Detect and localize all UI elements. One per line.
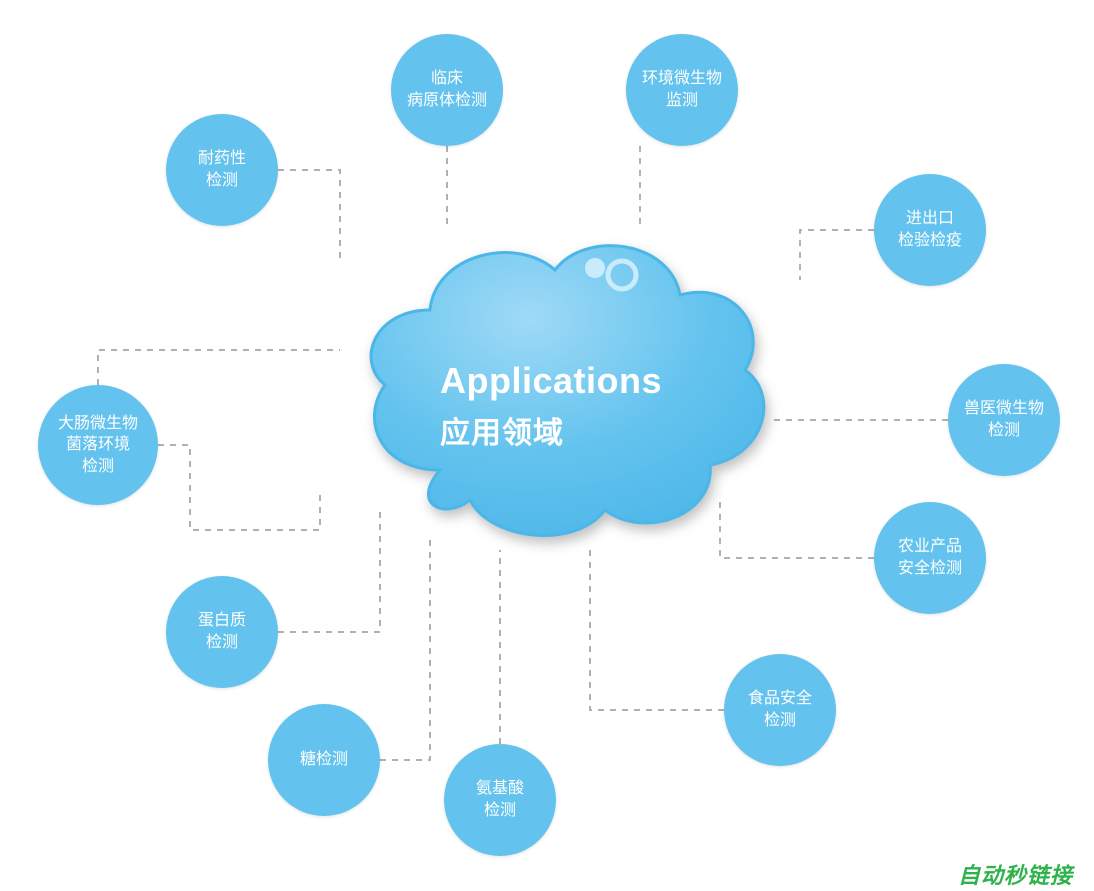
node-label-line: 安全检测 [898, 558, 962, 580]
node-label-line: 检测 [484, 800, 516, 822]
node-label-line: 检测 [988, 420, 1020, 442]
node-label-line: 检验检疫 [898, 230, 962, 252]
watermark: 自动秒链接 [958, 858, 1073, 890]
node-label-line: 环境微生物 [642, 68, 722, 90]
node-agri: 农业产品安全检测 [874, 502, 986, 614]
node-food-safety: 食品安全检测 [724, 654, 836, 766]
node-label-line: 菌落环境 [66, 434, 130, 456]
connector-food-safety [590, 545, 724, 710]
node-label-line: 蛋白质 [198, 610, 246, 632]
node-label-line: 氨基酸 [476, 778, 524, 800]
node-label-line: 食品安全 [748, 688, 812, 710]
node-label-line: 大肠微生物 [58, 413, 138, 435]
node-label-line: 检测 [82, 456, 114, 478]
node-label-line: 进出口 [906, 208, 954, 230]
node-label-line: 检测 [206, 632, 238, 654]
connector-drug-res [278, 170, 340, 260]
connector-sugar [380, 540, 430, 760]
node-gut-micro: 大肠微生物菌落环境检测 [38, 385, 158, 505]
node-label-line: 临床 [431, 68, 463, 90]
node-label-line: 农业产品 [898, 536, 962, 558]
node-label-line: 检测 [206, 170, 238, 192]
node-amino: 氨基酸检测 [444, 744, 556, 856]
node-clinical: 临床病原体检测 [391, 34, 503, 146]
node-label-line: 检测 [764, 710, 796, 732]
center-title-en: Applications [440, 360, 662, 402]
node-protein: 蛋白质检测 [166, 576, 278, 688]
center-title-zh: 应用领域 [440, 408, 564, 452]
node-label-line: 兽医微生物 [964, 398, 1044, 420]
node-vet-micro: 兽医微生物检测 [948, 364, 1060, 476]
node-label-line: 耐药性 [198, 148, 246, 170]
connector-gut-micro-2 [158, 445, 320, 530]
node-import-export: 进出口检验检疫 [874, 174, 986, 286]
connector-import-export [800, 230, 874, 280]
node-label-line: 病原体检测 [407, 90, 487, 112]
node-label-line: 监测 [666, 90, 698, 112]
node-drug-res: 耐药性检测 [166, 114, 278, 226]
diagram-canvas: Applications 应用领域 临床病原体检测环境微生物监测耐药性检测进出口… [0, 0, 1094, 891]
node-sugar: 糖检测 [268, 704, 380, 816]
node-label-line: 糖检测 [300, 749, 348, 771]
node-env-micro: 环境微生物监测 [626, 34, 738, 146]
connector-gut-micro [98, 350, 340, 385]
